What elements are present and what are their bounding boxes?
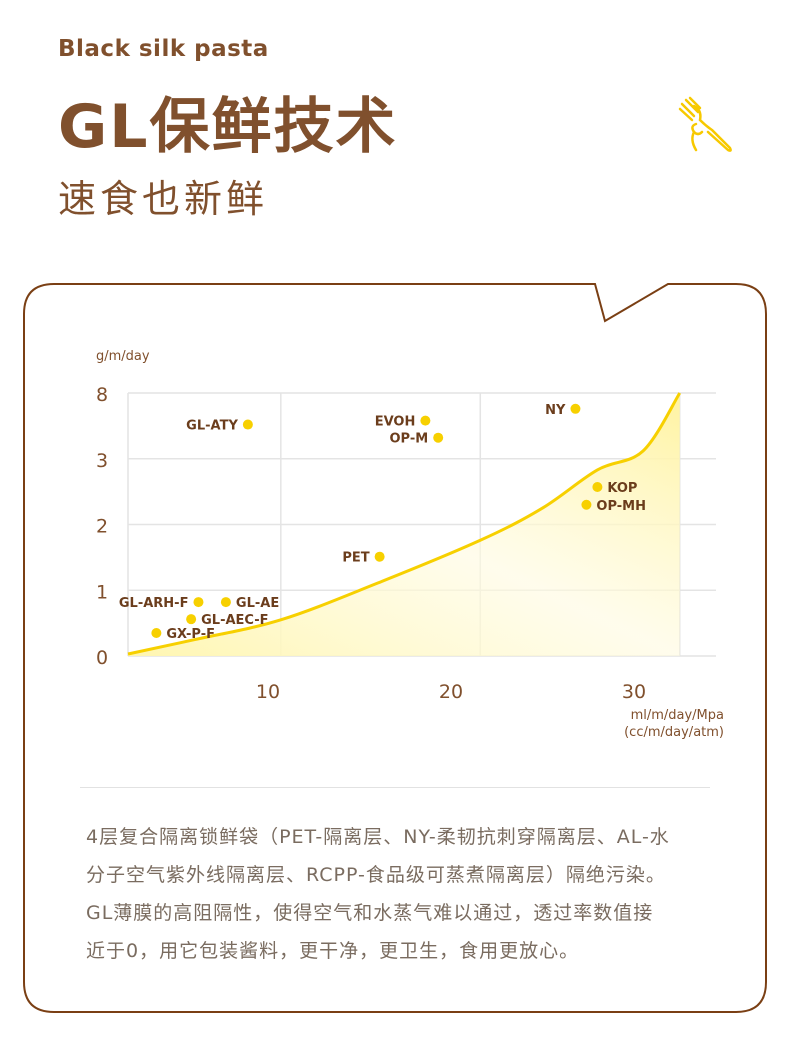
data-point [592,482,603,493]
y-tick-label: 0 [96,647,108,669]
data-point [570,403,581,414]
description-line: 4层复合隔离锁鲜袋（PET-隔离层、NY-柔韧抗刺穿隔离层、AL-水 [86,826,670,848]
data-point [581,499,592,510]
curve-area [128,393,680,656]
point-label: OP-M [390,432,429,447]
description-line: 分子空气紫外线隔离层、RCPP-食品级可蒸煮隔离层）隔绝污染。 [86,864,666,886]
page-title: GL保鲜技术 [58,92,398,162]
x-tick-label: 20 [439,681,463,703]
divider [80,787,710,788]
point-label: GL-ARH-F [119,596,189,611]
point-label: EVOH [375,415,416,430]
pasta-fork-icon [678,96,732,152]
data-point [374,551,385,562]
y-tick-label: 2 [96,516,108,538]
description-line: GL薄膜的高阻隔性，使得空气和水蒸气难以通过，透过率数值接 [86,902,654,924]
x-axis-label-1: ml/m/day/Mpa [631,708,724,723]
y-tick-label: 8 [96,384,108,406]
point-label: GL-AEC-F [201,613,268,628]
point-label: PET [342,551,369,566]
point-label: GL-ATY [186,419,238,434]
point-label: KOP [607,481,637,496]
permeability-chart: 0 1 2 3 8 10 20 30 GL-ATY EVOH OP-M NY KOP OP-MH PET G… [96,349,724,740]
data-point [193,597,204,608]
data-point [420,415,431,426]
x-axis-label-2: (cc/m/day/atm) [624,725,724,740]
y-tick-label: 3 [96,450,108,472]
point-label: GL-AE [236,596,279,611]
point-label: OP-MH [596,499,646,514]
data-point [220,597,231,608]
data-point [151,627,162,638]
point-label: GX-P-F [166,627,215,642]
x-tick-label: 10 [256,681,280,703]
eyebrow-text: Black silk pasta [58,36,269,62]
curve-line [127,392,682,656]
data-point [242,419,253,430]
y-axis-label: g/m/day [96,349,150,364]
page-subtitle: 速食也新鲜 [58,177,269,221]
x-tick-label: 30 [622,681,646,703]
description: 4层复合隔离锁鲜袋（PET-隔离层、NY-柔韧抗刺穿隔离层、AL-水 分子空气紫… [86,818,736,970]
description-line: 近于0，用它包装酱料，更干净，更卫生，食用更放心。 [86,940,580,962]
data-point [186,614,197,625]
y-tick-label: 1 [96,581,108,603]
data-point [433,432,444,443]
point-label: NY [545,403,566,418]
